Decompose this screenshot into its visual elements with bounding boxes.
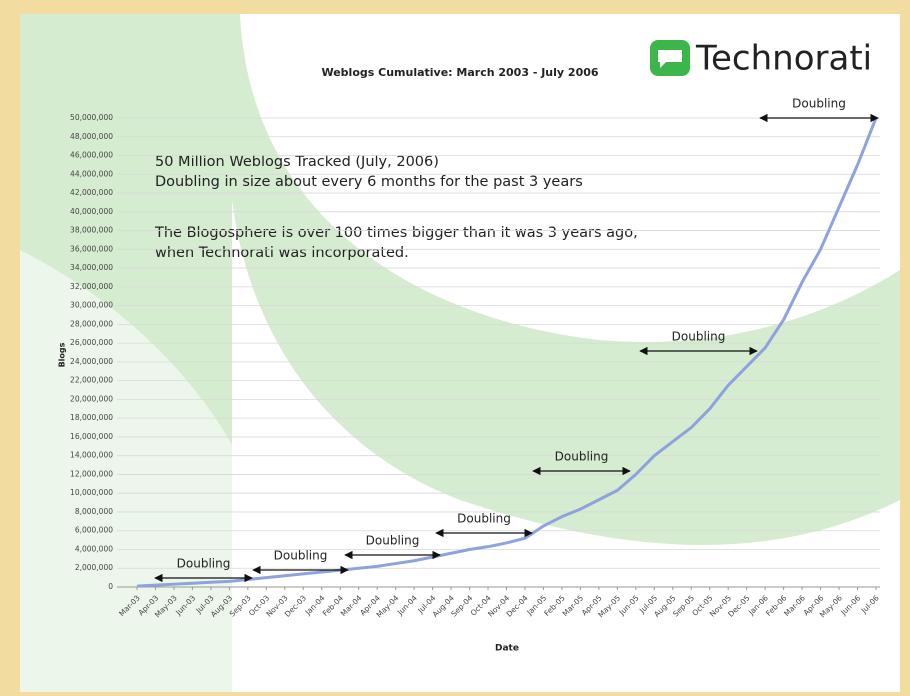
y-tick-label: 22,000,000 [70,376,113,385]
y-tick-label: 0 [108,582,113,591]
annotation: when Technorati was incorporated. [155,245,409,261]
swoosh [20,14,900,692]
y-tick-label: 42,000,000 [70,188,113,197]
y-tick-label: 36,000,000 [70,244,113,253]
chart-title: Weblogs Cumulative: March 2003 - July 20… [321,66,598,79]
y-tick-label: 16,000,000 [70,432,113,441]
y-tick-label: 28,000,000 [70,319,113,328]
y-axis-label: Blogs [58,342,67,367]
y-tick-label: 12,000,000 [70,469,113,478]
doubling-label: Doubling [672,330,726,344]
y-tick-label: 34,000,000 [70,263,113,272]
y-tick-label: 30,000,000 [70,301,113,310]
y-tick-label: 24,000,000 [70,357,113,366]
y-tick-label: 40,000,000 [70,207,113,216]
y-tick-label: 10,000,000 [70,488,113,497]
y-tick-label: 50,000,000 [70,113,113,122]
annotation: The Blogosphere is over 100 times bigger… [154,225,638,241]
doubling-label: Doubling [366,534,420,548]
logo: Technorati [695,39,872,79]
y-tick-label: 20,000,000 [70,394,113,403]
annotation: 50 Million Weblogs Tracked (July, 2006) [155,154,439,170]
doubling-label: Doubling [274,549,328,563]
y-tick-label: 8,000,000 [75,507,113,516]
y-tick-label: 44,000,000 [70,169,113,178]
y-tick-label: 2,000,000 [75,563,113,572]
y-tick-label: 32,000,000 [70,282,113,291]
series-line [136,117,878,588]
annotation: Doubling in size about every 6 months fo… [155,174,583,190]
y-tick-label: 26,000,000 [70,338,113,347]
doubling-label: Doubling [457,512,511,526]
x-axis-label: Date [495,644,519,654]
logo-bubble [658,50,682,68]
y-tick-label: 18,000,000 [70,413,113,422]
y-tick-label: 48,000,000 [70,132,113,141]
y-tick-label: 6,000,000 [75,526,113,535]
y-tick-label: 4,000,000 [75,544,113,553]
y-tick-label: 46,000,000 [70,151,113,160]
doubling-label: Doubling [555,450,609,464]
y-tick-label: 38,000,000 [70,226,113,235]
y-tick-label: 14,000,000 [70,451,113,460]
doubling-label: Doubling [177,557,231,571]
doubling-label: Doubling [792,97,846,111]
